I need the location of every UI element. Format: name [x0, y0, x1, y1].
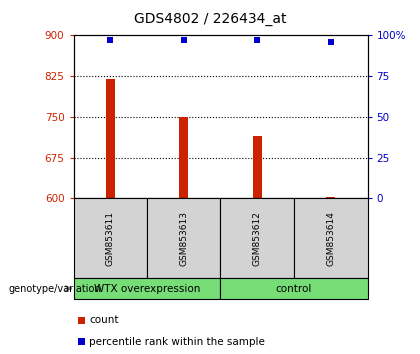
Text: GSM853612: GSM853612: [253, 211, 262, 266]
Text: GSM853611: GSM853611: [106, 211, 115, 266]
Bar: [326, 196, 335, 198]
Point: [254, 38, 261, 43]
Text: GSM853613: GSM853613: [179, 211, 188, 266]
Bar: [253, 136, 262, 198]
Point: [107, 38, 114, 43]
Text: GDS4802 / 226434_at: GDS4802 / 226434_at: [134, 12, 286, 27]
Text: WTX overexpression: WTX overexpression: [94, 284, 200, 293]
Text: percentile rank within the sample: percentile rank within the sample: [89, 337, 265, 347]
Text: genotype/variation: genotype/variation: [8, 284, 101, 293]
Point: [328, 39, 334, 45]
Point: [181, 38, 187, 43]
Bar: [106, 79, 115, 198]
Text: count: count: [89, 315, 119, 325]
Bar: [179, 117, 188, 198]
Text: control: control: [276, 284, 312, 293]
Text: GSM853614: GSM853614: [326, 211, 335, 266]
